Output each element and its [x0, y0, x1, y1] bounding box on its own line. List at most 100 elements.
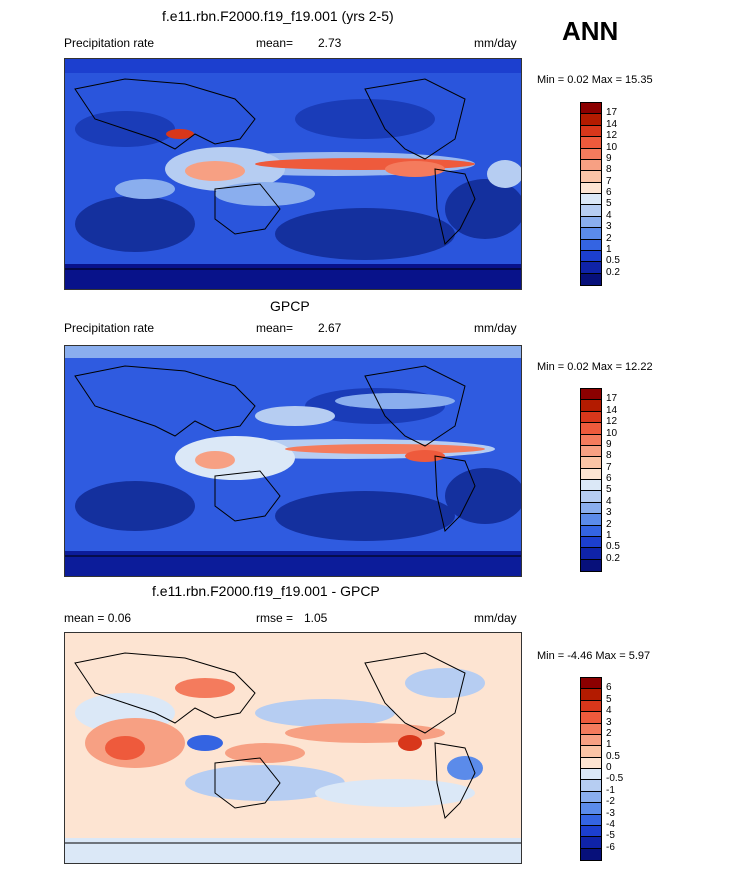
colorbar-tick-label: 1 [606, 243, 612, 255]
colorbar-cell [581, 734, 601, 747]
panel-3-title: f.e11.rbn.F2000.f19_f19.001 - GPCP [152, 583, 380, 599]
panel-1-units: mm/day [474, 36, 517, 50]
colorbar-cell [581, 837, 601, 849]
colorbar-tick-label: 3 [606, 716, 612, 728]
colorbar-cell [581, 525, 601, 537]
colorbar-cell [581, 194, 601, 206]
colorbar-tick-label: 5 [606, 198, 612, 210]
colorbar-cell [581, 678, 601, 690]
colorbar-cell [581, 114, 601, 126]
colorbar-tick-label: 4 [606, 705, 612, 717]
colorbar-cell [581, 159, 601, 172]
colorbar-tick-label: 0 [606, 762, 612, 773]
colorbar-tick-label: 4 [606, 209, 612, 221]
panel-1-map [64, 58, 522, 290]
colorbar-cell [581, 457, 601, 469]
colorbar-cell [581, 205, 601, 217]
panel-3-mean-label: mean = 0.06 [64, 611, 132, 625]
panel-2-stat-value: 2.67 [318, 321, 342, 335]
colorbar-tick-label: 9 [606, 438, 612, 450]
colorbar-tick-label: 2 [606, 232, 612, 244]
colorbar-cell [581, 137, 601, 149]
colorbar-cell [581, 769, 601, 781]
colorbar-cell [581, 103, 601, 115]
colorbar-tick-label: 5 [606, 484, 612, 496]
panel-1-variable-label: Precipitation rate [64, 36, 155, 50]
panel-2-variable-label: Precipitation rate [64, 321, 155, 335]
colorbar-cell [581, 468, 601, 480]
colorbar-tick-label: 7 [606, 175, 612, 187]
colorbar-tick-label: 8 [606, 164, 612, 176]
colorbar-tick-label: -0.5 [606, 773, 624, 785]
colorbar-tick-label: 0.5 [606, 541, 620, 553]
panel-2-map [64, 345, 522, 577]
colorbar-tick-label: 14 [606, 404, 618, 416]
panel-1-minmax: Min = 0.02 Max = 15.35 [537, 74, 653, 86]
colorbar-tick-label: 6 [606, 187, 612, 198]
panel-2-stat-label: mean= [256, 321, 294, 335]
panel-3-map [64, 632, 522, 864]
panel-1-colorbar [580, 102, 602, 286]
colorbar-cell [581, 723, 601, 735]
colorbar-tick-label: 9 [606, 152, 612, 164]
panel-1-title: f.e11.rbn.F2000.f19_f19.001 (yrs 2-5) [162, 8, 394, 24]
colorbar-tick-label: 10 [606, 141, 618, 153]
colorbar-tick-label: 4 [606, 495, 612, 507]
season-label: ANN [562, 16, 619, 46]
colorbar-cell [581, 491, 601, 503]
colorbar-tick-label: 14 [606, 118, 618, 130]
colorbar-cell [581, 216, 601, 229]
colorbar-cell [581, 548, 601, 560]
colorbar-tick-label: 7 [606, 461, 612, 473]
colorbar-cell [581, 445, 601, 458]
colorbar-cell [581, 171, 601, 183]
colorbar-cell [581, 848, 601, 860]
colorbar-tick-label: 0.5 [606, 255, 620, 267]
colorbar-cell [581, 712, 601, 724]
colorbar-tick-label: 0.2 [606, 266, 620, 278]
colorbar-tick-label: 17 [606, 107, 618, 119]
colorbar-tick-label: 8 [606, 450, 612, 462]
colorbar-cell [581, 273, 601, 285]
panel-3-stat-label: rmse = [256, 611, 294, 625]
colorbar-cell [581, 434, 601, 446]
colorbar-cell [581, 814, 601, 826]
colorbar-tick-label: 1 [606, 739, 612, 751]
colorbar-tick-label: 5 [606, 693, 612, 705]
colorbar-cell [581, 239, 601, 251]
colorbar-tick-label: -3 [606, 807, 615, 819]
colorbar-tick-label: 2 [606, 727, 612, 739]
colorbar-tick-label: 3 [606, 507, 612, 519]
colorbar-tick-label: -4 [606, 818, 615, 830]
panel-3-units: mm/day [474, 611, 517, 625]
colorbar-cell [581, 700, 601, 713]
colorbar-tick-label: 12 [606, 416, 618, 428]
panel-3-stat-value: 1.05 [304, 611, 328, 625]
colorbar-cell [581, 182, 601, 194]
colorbar-cell [581, 411, 601, 424]
colorbar-cell [581, 559, 601, 571]
colorbar-cell [581, 780, 601, 792]
colorbar-cell [581, 689, 601, 701]
colorbar-cell [581, 514, 601, 526]
colorbar-cell [581, 757, 601, 769]
panel-3-colorbar [580, 677, 602, 861]
colorbar-tick-label: 0.5 [606, 750, 620, 762]
colorbar-cell [581, 803, 601, 815]
colorbar-tick-label: 1 [606, 529, 612, 541]
colorbar-cell [581, 746, 601, 758]
colorbar-cell [581, 480, 601, 492]
colorbar-cell [581, 825, 601, 838]
panel-2-units: mm/day [474, 321, 517, 335]
colorbar-cell [581, 389, 601, 401]
colorbar-tick-label: 3 [606, 221, 612, 233]
colorbar-cell [581, 400, 601, 412]
colorbar-tick-label: 0.2 [606, 552, 620, 564]
colorbar-tick-label: 6 [606, 682, 612, 694]
colorbar-cell [581, 250, 601, 263]
colorbar-tick-label: 10 [606, 427, 618, 439]
panel-1-stat-value: 2.73 [318, 36, 342, 50]
colorbar-tick-label: -5 [606, 830, 615, 842]
colorbar-tick-label: -6 [606, 841, 615, 853]
colorbar-cell [581, 791, 601, 804]
